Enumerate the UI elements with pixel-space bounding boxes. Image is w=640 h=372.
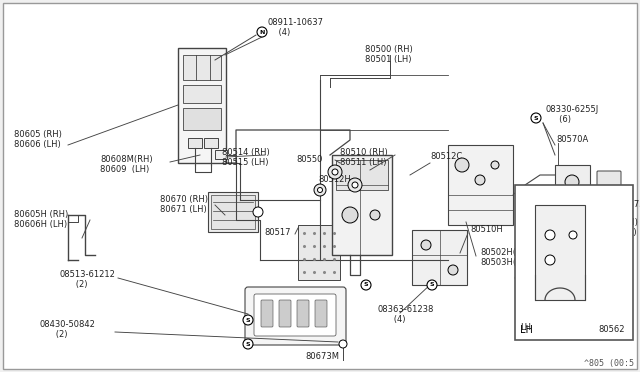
Text: S: S	[429, 282, 435, 288]
Text: 08330-6255J
     (6): 08330-6255J (6)	[546, 105, 599, 124]
Circle shape	[243, 315, 253, 325]
Bar	[298, 225, 340, 280]
Text: 80562: 80562	[602, 298, 628, 307]
Circle shape	[332, 169, 338, 175]
Text: N: N	[259, 29, 265, 35]
Text: 80605H (RH)
80606H (LH): 80605H (RH) 80606H (LH)	[14, 210, 68, 230]
Text: 80511H: 80511H	[522, 185, 555, 194]
Text: S: S	[534, 115, 538, 121]
Circle shape	[545, 230, 555, 240]
Bar	[515, 185, 633, 340]
Text: 80510H: 80510H	[470, 225, 503, 234]
FancyBboxPatch shape	[315, 300, 327, 327]
Text: ^805 (00:5: ^805 (00:5	[584, 359, 634, 368]
Bar	[336, 160, 388, 190]
Circle shape	[455, 158, 469, 172]
Text: 80575: 80575	[618, 200, 640, 209]
Bar	[448, 145, 513, 225]
Circle shape	[491, 161, 499, 169]
Circle shape	[567, 200, 577, 210]
Text: 80502H(RH)
80503H(LH): 80502H(RH) 80503H(LH)	[480, 248, 531, 267]
Circle shape	[348, 178, 362, 192]
Bar	[204, 138, 218, 148]
Bar	[183, 108, 221, 130]
Circle shape	[572, 255, 582, 265]
Bar	[208, 192, 258, 232]
Circle shape	[328, 165, 342, 179]
Text: LH: LH	[520, 323, 531, 332]
Circle shape	[565, 175, 579, 189]
Text: S: S	[246, 341, 250, 346]
Bar	[332, 155, 392, 255]
Text: 80512C: 80512C	[430, 152, 462, 161]
FancyBboxPatch shape	[597, 171, 621, 208]
Text: 80517: 80517	[264, 228, 291, 237]
Bar	[412, 230, 467, 285]
Text: 08363-61238
      (4): 08363-61238 (4)	[378, 305, 435, 324]
Circle shape	[370, 210, 380, 220]
Text: 08911-10637
    (4): 08911-10637 (4)	[268, 18, 324, 38]
Text: 80605 (RH)
80606 (LH): 80605 (RH) 80606 (LH)	[14, 130, 62, 150]
Text: 80500 (RH)
80501 (LH): 80500 (RH) 80501 (LH)	[365, 45, 413, 64]
FancyBboxPatch shape	[297, 300, 309, 327]
FancyBboxPatch shape	[279, 300, 291, 327]
Bar	[535, 205, 585, 300]
Circle shape	[257, 27, 267, 37]
Circle shape	[342, 207, 358, 223]
FancyBboxPatch shape	[254, 294, 336, 336]
Circle shape	[421, 240, 431, 250]
Bar	[183, 55, 221, 80]
Circle shape	[339, 340, 347, 348]
Text: LH: LH	[520, 325, 533, 335]
Circle shape	[475, 175, 485, 185]
Text: 80570A: 80570A	[556, 135, 588, 144]
Text: 08363-61238
      (4): 08363-61238 (4)	[524, 265, 580, 285]
Circle shape	[352, 182, 358, 188]
Text: 80670 (RH)
80671 (LH): 80670 (RH) 80671 (LH)	[160, 195, 208, 214]
Text: 80570 (RH)
80571 (LH): 80570 (RH) 80571 (LH)	[590, 218, 638, 237]
Text: S: S	[246, 317, 250, 323]
Circle shape	[361, 280, 371, 290]
Text: 80562: 80562	[598, 325, 625, 334]
Text: 80608M(RH)
80609  (LH): 80608M(RH) 80609 (LH)	[100, 155, 152, 174]
Circle shape	[427, 280, 437, 290]
Circle shape	[314, 184, 326, 196]
Bar	[183, 85, 221, 103]
Bar	[188, 138, 202, 148]
Circle shape	[448, 265, 458, 275]
FancyBboxPatch shape	[245, 287, 346, 345]
Bar	[555, 165, 590, 220]
Text: 80550: 80550	[296, 155, 323, 164]
FancyBboxPatch shape	[261, 300, 273, 327]
Text: 08430-50842
      (2): 08430-50842 (2)	[40, 320, 96, 339]
Circle shape	[569, 231, 577, 239]
Text: S: S	[364, 282, 368, 288]
Circle shape	[253, 207, 263, 217]
Circle shape	[545, 255, 555, 265]
Text: 80510 (RH)
80511 (LH): 80510 (RH) 80511 (LH)	[340, 148, 388, 167]
Text: 80673M: 80673M	[305, 352, 339, 361]
Circle shape	[243, 339, 253, 349]
Circle shape	[531, 113, 541, 123]
Circle shape	[317, 187, 323, 192]
Bar	[211, 195, 255, 229]
Text: 08513-61212
      (2): 08513-61212 (2)	[60, 270, 116, 289]
Bar	[215, 150, 227, 159]
Text: 80514 (RH)
80515 (LH): 80514 (RH) 80515 (LH)	[222, 148, 269, 167]
Text: 80512H: 80512H	[318, 175, 351, 184]
Text: S: S	[575, 257, 579, 263]
Bar	[178, 48, 226, 163]
